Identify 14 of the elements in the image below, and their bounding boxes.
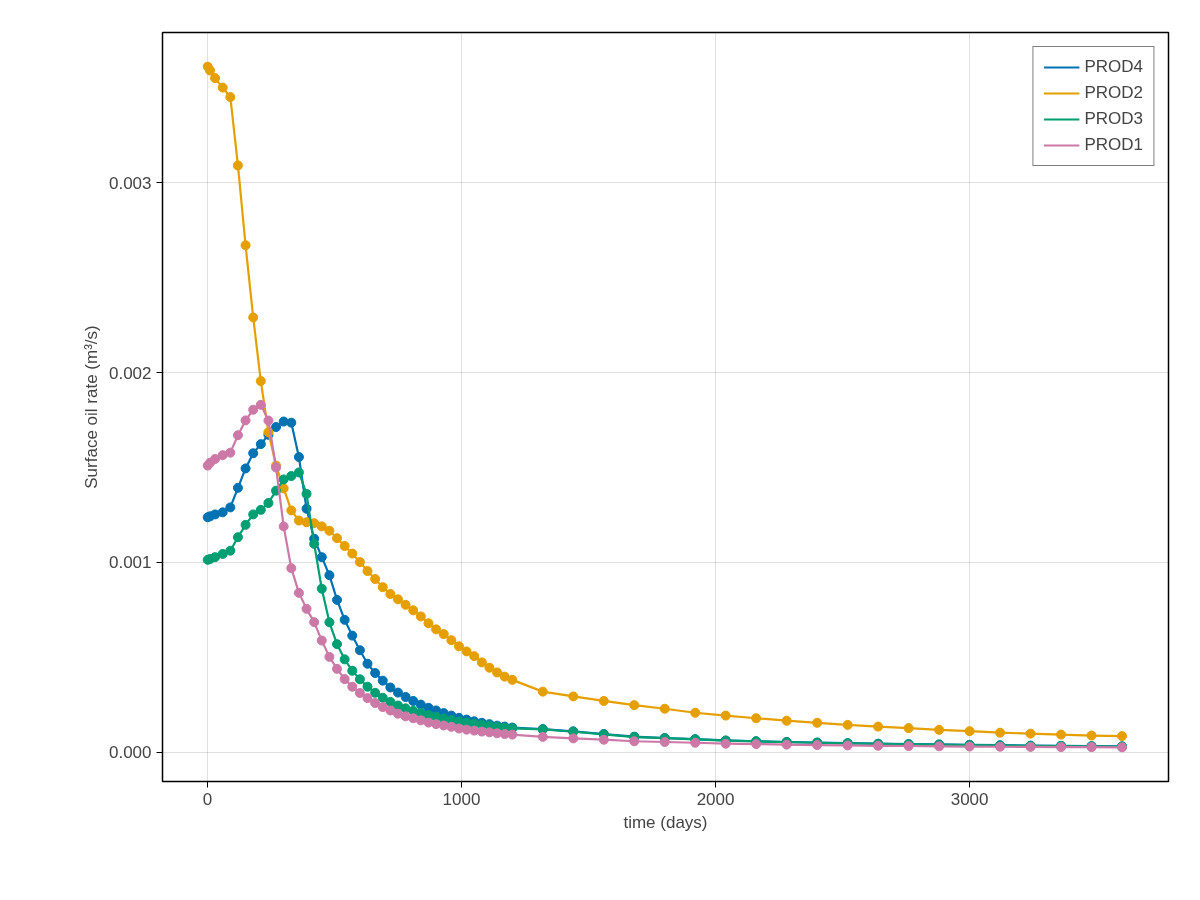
x-tick-label: 0 — [202, 789, 213, 809]
y-tick-label: 0.003 — [108, 173, 152, 193]
y-tick-label: 0.000 — [108, 743, 152, 763]
x-tick-label: 2000 — [696, 789, 735, 809]
y-tick-label: 0.001 — [108, 553, 152, 573]
y-tick-label: 0.002 — [108, 363, 152, 383]
x-tick-label: 3000 — [950, 789, 989, 809]
legend-label: PROD2 — [1084, 83, 1143, 103]
legend-label: PROD3 — [1084, 109, 1143, 129]
y-axis-title: Surface oil rate (m³/s) — [81, 325, 101, 489]
legend-label: PROD4 — [1084, 57, 1143, 77]
legend-label: PROD1 — [1084, 135, 1143, 155]
x-tick-label: 1000 — [442, 789, 481, 809]
x-axis-title: time (days) — [623, 812, 708, 832]
